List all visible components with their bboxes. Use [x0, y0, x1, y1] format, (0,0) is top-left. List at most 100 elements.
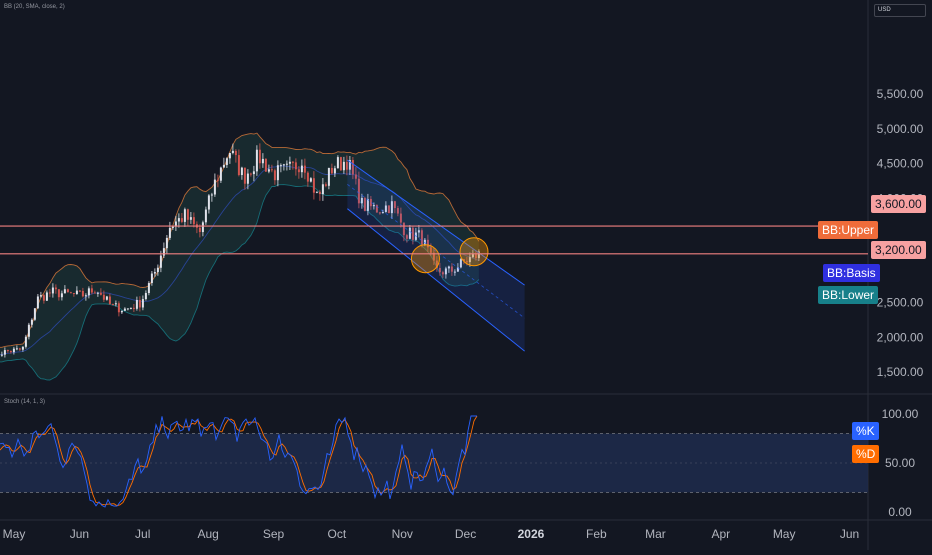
candle-body — [225, 158, 228, 165]
candle-body — [393, 201, 396, 209]
candle-body — [318, 191, 321, 195]
candle-body — [450, 266, 453, 272]
time-axis-label: May — [3, 527, 26, 541]
candle-body — [147, 283, 150, 294]
candle-body — [357, 178, 360, 204]
stoch-legend[interactable]: Stoch (14, 1, 3) — [4, 399, 46, 405]
candle-body — [84, 295, 87, 297]
candle-body — [180, 218, 183, 222]
candle-body — [348, 160, 351, 170]
candle-body — [429, 247, 432, 253]
candle-body — [387, 205, 390, 214]
candle-body — [249, 173, 252, 175]
time-axis-label: Dec — [455, 527, 476, 541]
candle-body — [219, 167, 222, 181]
candle-body — [342, 161, 345, 171]
candle-body — [366, 198, 369, 211]
candle-body — [153, 272, 156, 274]
candle-body — [444, 268, 447, 275]
candle-body — [462, 259, 465, 262]
time-axis-label: Feb — [586, 527, 607, 541]
candle-body — [306, 172, 309, 182]
candle-body — [351, 160, 354, 175]
candle-body — [192, 217, 195, 225]
candle-body — [285, 163, 288, 165]
candle-body — [375, 205, 378, 213]
candle-body — [411, 227, 414, 240]
candle-body — [363, 197, 366, 211]
time-axis-label: Aug — [197, 527, 218, 541]
candle-body — [396, 208, 399, 214]
candle-body — [360, 197, 363, 204]
regression-channel — [347, 159, 525, 352]
candle-body — [189, 217, 192, 220]
candle-body — [321, 184, 324, 195]
candle-body — [81, 290, 84, 297]
candle-body — [162, 248, 165, 256]
time-axis-label: Mar — [645, 527, 666, 541]
candle-body — [21, 346, 24, 350]
candle-body — [465, 261, 468, 263]
candle-body — [9, 350, 12, 353]
candle-body — [27, 324, 30, 337]
candle-body — [201, 222, 204, 233]
candle-body — [381, 211, 384, 213]
candle-body — [159, 255, 162, 268]
time-axis-label: 2026 — [518, 527, 545, 541]
bb-lower-line — [0, 184, 480, 381]
stochastic-pane — [0, 415, 868, 508]
time-axis-label: Oct — [327, 527, 346, 541]
candle-body — [369, 198, 372, 207]
candle-body — [87, 288, 90, 296]
candle-body — [435, 260, 438, 268]
candle-body — [171, 226, 174, 228]
time-axis-label: May — [773, 527, 796, 541]
time-axis-label: Jul — [135, 527, 150, 541]
candle-body — [294, 162, 297, 170]
candle-body — [57, 289, 60, 298]
price-tag-3600: 3,600.00 — [871, 195, 926, 213]
candle-body — [165, 237, 168, 249]
candle-body — [216, 179, 219, 181]
candle-body — [120, 310, 123, 313]
stoch-k-label: %K — [852, 422, 879, 440]
highlight-circle-1 — [410, 244, 440, 274]
candle-body — [108, 296, 111, 305]
price-axis-label: 5,500.00 — [877, 87, 924, 101]
candle-body — [453, 271, 456, 273]
candle-body — [276, 165, 279, 181]
candle-body — [15, 348, 18, 350]
candle-body — [288, 161, 291, 164]
candle-body — [333, 168, 336, 174]
bb-legend[interactable]: BB (20, SMA, close, 2) — [4, 4, 65, 10]
candle-body — [102, 294, 105, 300]
candle-body — [417, 230, 420, 233]
candle-body — [6, 350, 9, 352]
candle-body — [297, 169, 300, 173]
candle-body — [438, 267, 441, 273]
candle-body — [141, 299, 144, 308]
candle-body — [264, 158, 267, 172]
candle-body — [222, 164, 225, 168]
candle-body — [123, 308, 126, 311]
candle-body — [327, 167, 330, 186]
time-axis-label: Apr — [712, 527, 731, 541]
candle-body — [48, 292, 51, 294]
candle-body — [240, 167, 243, 176]
candle-body — [252, 171, 255, 175]
candle-body — [261, 158, 264, 164]
channel-upper-line — [347, 159, 525, 286]
candle-body — [99, 292, 102, 295]
time-axis-label: Jun — [840, 527, 859, 541]
candle-body — [330, 167, 333, 174]
candle-body — [372, 205, 375, 207]
candle-body — [303, 165, 306, 173]
candle-body — [96, 292, 99, 294]
price-tag-3200: 3,200.00 — [871, 241, 926, 259]
candle-body — [339, 157, 342, 171]
currency-badge[interactable]: USD — [874, 4, 926, 17]
candle-body — [234, 150, 237, 156]
candle-body — [456, 267, 459, 272]
